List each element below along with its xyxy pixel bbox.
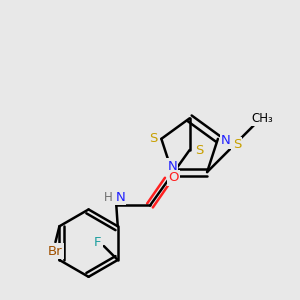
Text: N: N bbox=[221, 134, 231, 147]
Text: H: H bbox=[104, 191, 113, 204]
Text: N: N bbox=[116, 191, 125, 204]
Text: S: S bbox=[195, 143, 204, 157]
Text: S: S bbox=[149, 132, 158, 145]
Text: O: O bbox=[169, 171, 179, 184]
Text: N: N bbox=[167, 160, 177, 172]
Text: Br: Br bbox=[48, 244, 63, 258]
Text: F: F bbox=[94, 236, 102, 249]
Text: S: S bbox=[232, 138, 241, 151]
Text: CH₃: CH₃ bbox=[252, 112, 274, 125]
